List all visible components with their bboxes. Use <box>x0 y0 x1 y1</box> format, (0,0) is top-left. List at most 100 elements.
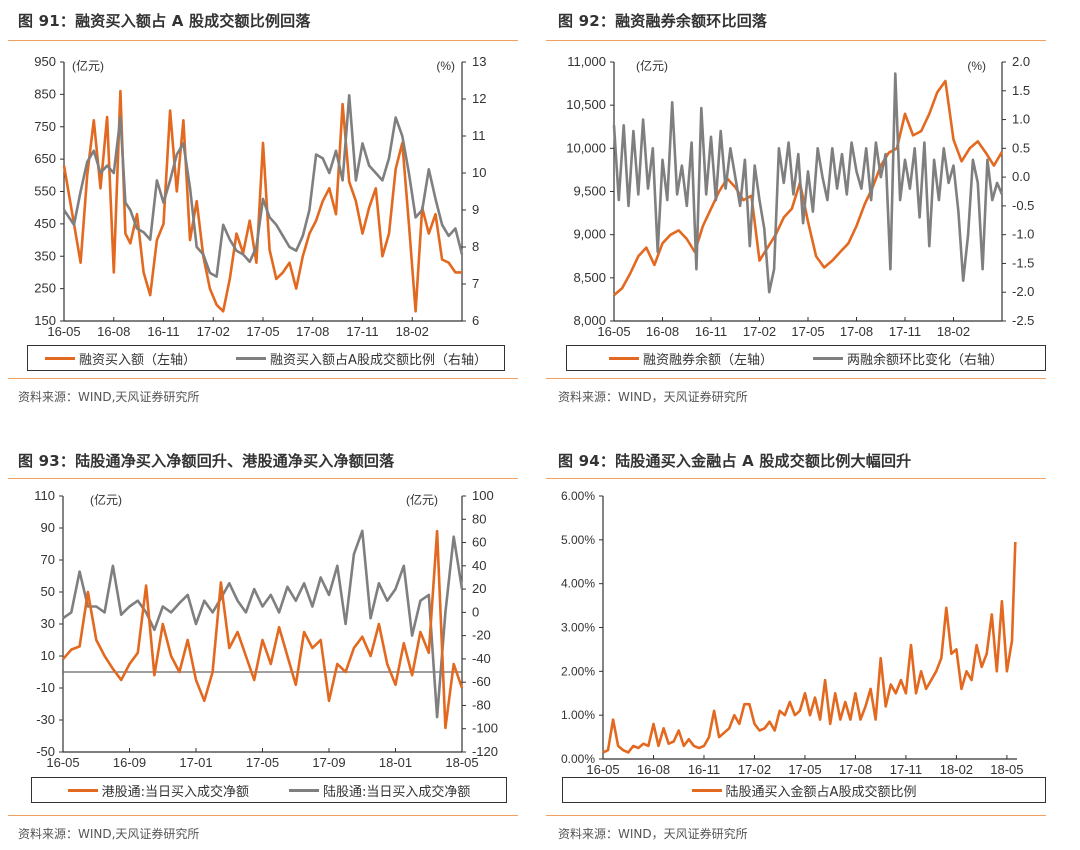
legend-label: 港股通:当日买入成交净额 <box>101 784 249 800</box>
right-unit-label: (%) <box>436 59 455 73</box>
figure-92-chart: 8,000 8,500 9,000 9,500 10,000 10,500 11,000 -2… <box>566 54 1034 339</box>
x-tick-label: 17-05 <box>246 324 279 339</box>
figure-91-panel: 图 91：融资买入额占 A 股成交额比例回落 150 250 350 450 550 65… <box>0 0 540 420</box>
x-tick-label: 16-09 <box>113 755 146 770</box>
left-unit-label: (亿元) <box>90 492 122 507</box>
x-tick-label: 17-11 <box>346 324 378 339</box>
y-tick-label: 3.00% <box>561 621 595 635</box>
y2-tick-label: 11 <box>472 128 486 143</box>
y2-tick-label: 2.0 <box>1012 54 1030 69</box>
y2-tick-label: 40 <box>472 558 486 573</box>
figure-94-source: 资料来源：WIND，天风证券研究所 <box>558 827 748 841</box>
y2-tick-label: 0.0 <box>1012 169 1030 184</box>
legend-label: 两融余额环比变化（右轴） <box>847 352 1004 368</box>
series-line <box>62 529 464 730</box>
y-tick-label: 1.00% <box>561 708 595 722</box>
title-divider <box>546 478 1046 479</box>
x-tick-label: 17-08 <box>296 324 329 339</box>
x-tick-label: 18-01 <box>379 755 412 770</box>
y-tick-label: 0.00% <box>561 752 595 766</box>
x-tick-label: 17-11 <box>889 324 921 339</box>
legend-item-southbound: 港股通:当日买入成交净额 <box>67 781 249 800</box>
x-tick-label: 18-05 <box>990 762 1023 777</box>
figure-92-legend: 融资融券余额（左轴） 两融余额环比变化（右轴） <box>566 345 1046 371</box>
figure-91-legend: 融资买入额（左轴） 融资买入额占A股成交额比例（右轴） <box>27 345 505 371</box>
y2-tick-label: 0.5 <box>1012 140 1030 155</box>
y2-tick-label: 12 <box>472 91 486 106</box>
y2-tick-label: 13 <box>472 54 486 69</box>
y2-tick-label: 100 <box>472 488 494 503</box>
y-tick-label: 750 <box>34 119 56 134</box>
figure-91-chart: 150 250 350 450 550 650 750 850 950 6 7 8 9 10 11 12 13 1… <box>34 54 486 339</box>
y2-tick-label: -20 <box>472 628 491 643</box>
y-tick-label: 10,000 <box>566 140 606 155</box>
title-divider <box>8 478 518 479</box>
x-tick-label: 16-05 <box>47 324 80 339</box>
y2-tick-label: 8 <box>472 239 479 254</box>
y2-tick-label: -120 <box>472 744 498 759</box>
x-tick-label: 17-08 <box>840 324 873 339</box>
y-tick-label: -50 <box>36 744 55 759</box>
y2-tick-label: -60 <box>472 674 491 689</box>
legend-item-balance-change: 两融余额环比变化（右轴） <box>813 349 1003 368</box>
series-line <box>62 89 462 313</box>
legend-label: 融资买入额（左轴） <box>79 352 197 368</box>
series-line <box>612 72 1004 294</box>
series-line <box>613 79 1004 297</box>
figure-94-chart: 0.00% 1.00% 2.00% 3.00% 4.00% 5.00% 6.00% 16-05… <box>561 489 1024 777</box>
figure-94-title: 图 94：陆股通买入金融占 A 股成交额比例大幅回升 <box>558 452 912 470</box>
y-tick-label: 950 <box>34 54 56 69</box>
y2-tick-label: -0.5 <box>1012 198 1034 213</box>
x-tick-label: 16-05 <box>46 755 79 770</box>
x-tick-label: 17-02 <box>197 324 230 339</box>
y2-tick-label: 7 <box>472 276 479 291</box>
y2-tick-label: 0 <box>472 604 479 619</box>
legend-item-margin-buy: 融资买入额（左轴） <box>45 349 196 368</box>
x-tick-label: 18-02 <box>937 324 970 339</box>
x-tick-label: 16-11 <box>688 762 720 777</box>
legend-swatch-gray <box>289 788 319 792</box>
legend-item-margin-ratio: 融资买入额占A股成交额比例（右轴） <box>236 349 487 368</box>
x-tick-label: 18-02 <box>940 762 973 777</box>
y2-tick-label: 1.5 <box>1012 83 1030 98</box>
source-divider <box>546 378 1046 379</box>
legend-item-margin-balance: 融资融券余额（左轴） <box>608 349 773 368</box>
x-tick-label: 17-02 <box>738 762 771 777</box>
x-tick-label: 16-11 <box>695 324 727 339</box>
legend-swatch-orange <box>691 788 722 792</box>
y-tick-label: 50 <box>41 584 55 599</box>
x-tick-label: 18-02 <box>396 324 429 339</box>
legend-label: 陆股通买入金额占A股成交额比例 <box>725 784 917 800</box>
y-tick-label: 850 <box>34 86 56 101</box>
y2-tick-label: 60 <box>472 535 486 550</box>
source-divider <box>8 378 518 379</box>
figure-92-title: 图 92：融资融券余额环比回落 <box>558 12 768 30</box>
figure-93-source: 资料来源：WIND,天风证券研究所 <box>18 827 200 841</box>
y2-tick-label: -1.0 <box>1012 227 1034 242</box>
y2-tick-label: 9 <box>472 202 479 217</box>
series-line <box>62 529 464 719</box>
x-tick-label: 17-05 <box>246 755 279 770</box>
y-tick-label: 6.00% <box>561 489 595 503</box>
legend-label: 融资融券余额（左轴） <box>642 352 773 368</box>
x-tick-label: 16-05 <box>586 762 619 777</box>
x-tick-label: 17-08 <box>839 762 872 777</box>
x-tick-label: 17-09 <box>312 755 345 770</box>
y2-tick-label: -1.5 <box>1012 255 1034 270</box>
series-line <box>602 541 1017 754</box>
figure-94-legend: 陆股通买入金额占A股成交额比例 <box>562 777 1046 803</box>
left-unit-label: (亿元) <box>72 58 104 73</box>
y-tick-label: 250 <box>34 281 56 296</box>
figure-92-source: 资料来源：WIND，天风证券研究所 <box>558 390 748 404</box>
x-tick-label: 18-05 <box>445 755 478 770</box>
y2-tick-label: -40 <box>472 651 491 666</box>
y2-tick-label: -2.0 <box>1012 284 1034 299</box>
x-tick-label: 16-08 <box>97 324 130 339</box>
y-tick-label: 8,500 <box>573 270 606 285</box>
legend-swatch-gray <box>236 356 267 360</box>
legend-label: 融资买入额占A股成交额比例（右轴） <box>270 352 487 368</box>
x-tick-label: 16-08 <box>637 762 670 777</box>
legend-item-northbound-ratio: 陆股通买入金额占A股成交额比例 <box>691 781 917 800</box>
left-unit-label: (亿元) <box>636 58 668 73</box>
legend-swatch-gray <box>813 356 843 360</box>
